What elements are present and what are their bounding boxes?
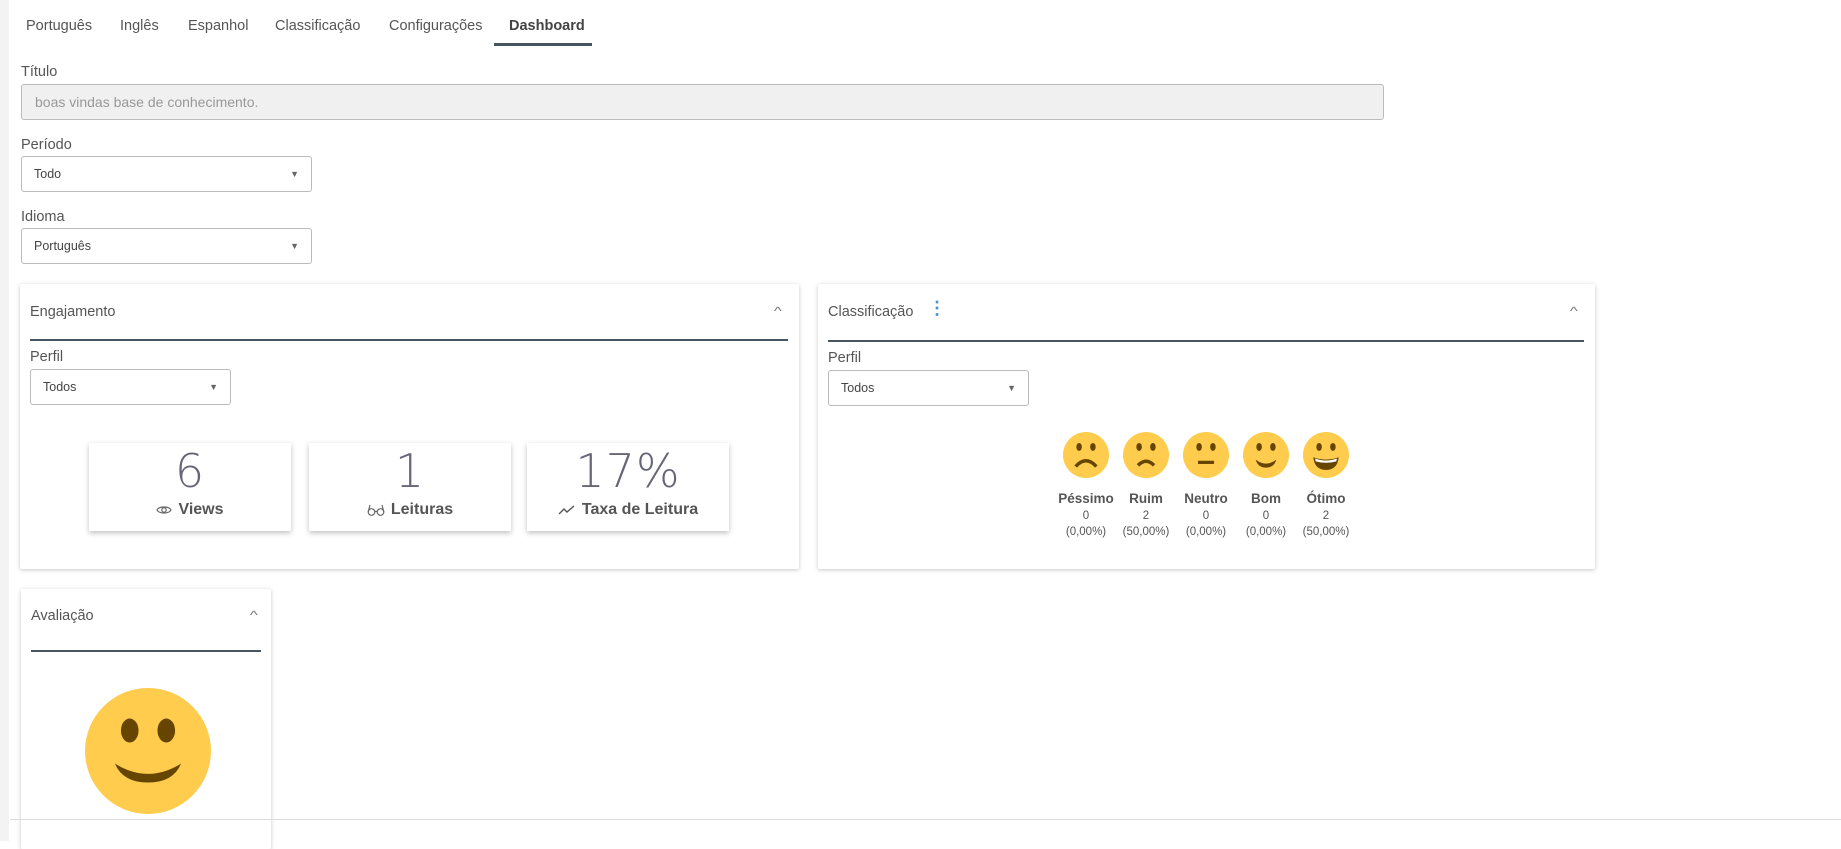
rating-count: 2 xyxy=(1322,510,1330,522)
rating-count: 2 xyxy=(1142,510,1150,522)
rating-name: Péssimo xyxy=(1058,491,1114,506)
rating-percent: (0,00%) xyxy=(1065,526,1107,538)
views-value: 6 xyxy=(174,444,206,498)
rating-percent: (50,00%) xyxy=(1302,526,1350,538)
tab-espanhol[interactable]: Espanhol xyxy=(188,18,249,34)
read-rate-stat: 17% Taxa de Leitura xyxy=(527,443,729,531)
rating-name: Ruim xyxy=(1129,491,1163,506)
tab-ingles[interactable]: Inglês xyxy=(120,18,159,34)
title-label: Título xyxy=(21,64,58,80)
neutral-face-icon xyxy=(1183,432,1229,478)
chevron-up-icon[interactable]: ^ xyxy=(249,608,258,622)
caret-down-icon: ▼ xyxy=(290,169,299,179)
very-sad-face-icon xyxy=(1063,432,1109,478)
rating-count: 0 xyxy=(1262,510,1270,522)
profile-value: Todos xyxy=(841,381,875,395)
active-tab-indicator xyxy=(494,43,592,46)
read-rate-label: Taxa de Leitura xyxy=(581,501,699,518)
rating-smile: Bom 0 (0,00%) xyxy=(1231,432,1301,538)
profile-select[interactable]: Todos ▼ xyxy=(30,369,231,405)
tab-dashboard[interactable]: Dashboard xyxy=(509,18,585,34)
smile-face-icon xyxy=(85,688,211,814)
rating-name: Neutro xyxy=(1184,491,1228,506)
reads-stat: 1 Leituras xyxy=(309,443,511,531)
classification-card: Classificação ⋮ ^ Perfil Todos ▼ Péssimo 0… xyxy=(818,284,1595,569)
language-select[interactable]: Português ▼ xyxy=(21,228,312,264)
rating-percent: (50,00%) xyxy=(1122,526,1170,538)
profile-label: Perfil xyxy=(30,349,64,365)
engagement-title: Engajamento xyxy=(30,304,116,320)
smile-face-icon xyxy=(1243,432,1289,478)
rating-very-sad: Péssimo 0 (0,00%) xyxy=(1051,432,1121,538)
rating-count: 0 xyxy=(1082,510,1090,522)
rating-percent: (0,00%) xyxy=(1245,526,1287,538)
trend-icon xyxy=(558,505,575,515)
classification-title: Classificação xyxy=(828,304,914,320)
period-select[interactable]: Todo ▼ xyxy=(21,156,312,192)
profile-select[interactable]: Todos ▼ xyxy=(828,370,1029,406)
period-value: Todo xyxy=(34,167,62,181)
language-value: Português xyxy=(34,239,91,253)
divider xyxy=(828,340,1584,342)
rating-sad: Ruim 2 (50,00%) xyxy=(1111,432,1181,538)
engagement-card: Engajamento ^ Perfil Todos ▼ 6 Views 1 Le… xyxy=(20,284,799,569)
evaluation-title: Avaliação xyxy=(31,608,94,624)
views-label: Views xyxy=(178,501,224,518)
rating-percent: (0,00%) xyxy=(1185,526,1227,538)
grin-face-icon xyxy=(1303,432,1349,478)
reads-label: Leituras xyxy=(390,501,454,518)
rating-grin: Ótimo 2 (50,00%) xyxy=(1291,432,1361,538)
left-edge xyxy=(0,0,9,841)
eye-icon xyxy=(156,506,173,514)
chevron-up-icon[interactable]: ^ xyxy=(773,304,782,318)
views-stat: 6 Views xyxy=(89,443,291,531)
caret-down-icon: ▼ xyxy=(290,241,299,251)
rating-count: 0 xyxy=(1202,510,1210,522)
profile-label: Perfil xyxy=(828,350,862,366)
evaluation-card: Avaliação ^ xyxy=(21,589,271,849)
chevron-up-icon[interactable]: ^ xyxy=(1569,304,1578,318)
divider xyxy=(31,650,261,652)
read-rate-value: 17% xyxy=(575,444,681,498)
title-input[interactable]: boas vindas base de conhecimento. xyxy=(21,84,1384,120)
tab-configuracoes[interactable]: Configurações xyxy=(389,18,483,34)
tab-classificacao[interactable]: Classificação xyxy=(275,18,361,34)
glasses-icon xyxy=(367,504,385,516)
divider xyxy=(30,339,788,341)
language-label: Idioma xyxy=(21,209,65,225)
rating-neutral: Neutro 0 (0,00%) xyxy=(1171,432,1241,538)
tab-portugues[interactable]: Português xyxy=(26,18,93,34)
reads-value: 1 xyxy=(394,444,426,498)
rating-name: Bom xyxy=(1251,491,1281,506)
kebab-menu-icon[interactable]: ⋮ xyxy=(928,298,946,318)
period-label: Período xyxy=(21,137,72,153)
sad-face-icon xyxy=(1123,432,1169,478)
bottom-divider xyxy=(10,819,1841,820)
rating-name: Ótimo xyxy=(1306,491,1346,506)
profile-value: Todos xyxy=(43,380,77,394)
caret-down-icon: ▼ xyxy=(209,382,218,392)
caret-down-icon: ▼ xyxy=(1007,383,1016,393)
